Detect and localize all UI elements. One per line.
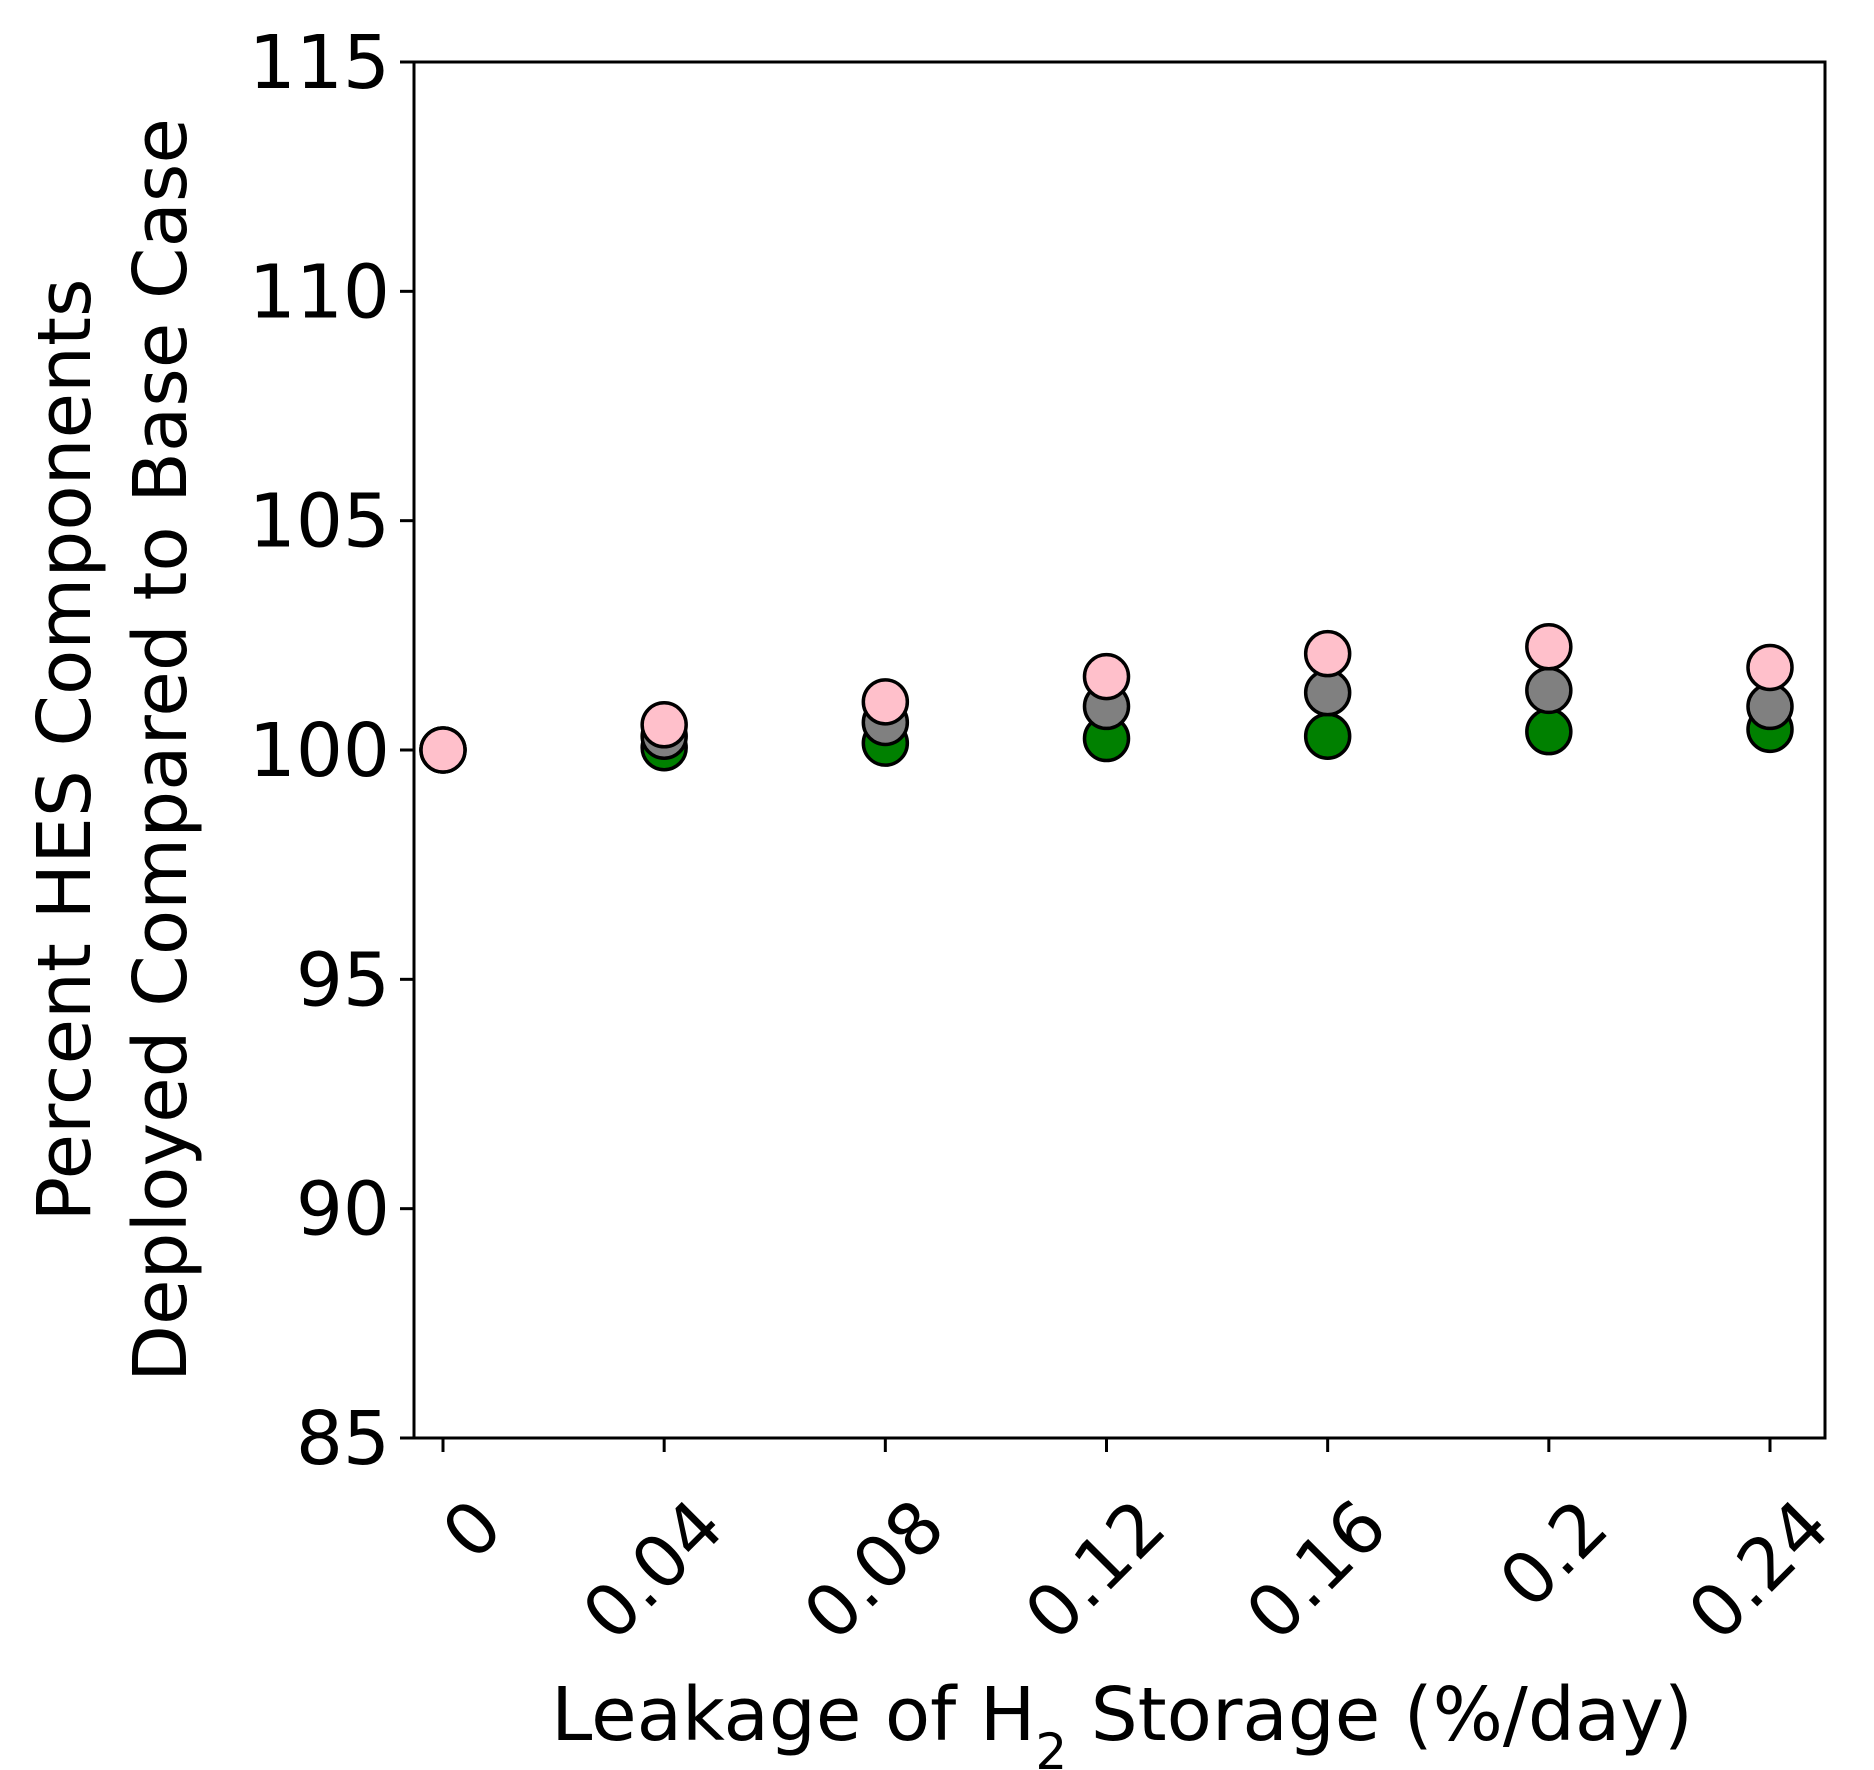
y-axis-title-line2: Deployed Compared to Base Case	[118, 118, 204, 1382]
data-point	[1525, 707, 1573, 756]
x-axis-title: Leakage of H2 Storage (%/day)	[551, 1672, 1693, 1770]
data-points	[419, 623, 1794, 774]
data-point	[640, 701, 688, 749]
data-point	[861, 678, 910, 726]
data-point	[419, 726, 467, 774]
y-tick-label: 115	[249, 20, 390, 106]
y-axis: 85 90 95 100 105 110 115	[249, 20, 414, 1482]
y-axis-title-line1: Percent HES Components	[22, 278, 108, 1221]
data-point	[1303, 629, 1352, 678]
data-point	[1082, 652, 1131, 701]
x-axis-title-prefix: Leakage of H	[551, 1672, 1035, 1758]
y-tick-label: 110	[249, 249, 390, 335]
y-tick-label: 85	[296, 1396, 390, 1482]
x-tick-label: 0	[426, 1484, 518, 1576]
data-point	[1525, 623, 1573, 671]
x-axis-title-subscript: 2	[1035, 1723, 1067, 1770]
y-tick-label: 95	[296, 937, 390, 1023]
data-point	[1303, 712, 1352, 760]
x-axis-title-suffix: Storage (%/day)	[1067, 1672, 1693, 1758]
data-point	[1746, 643, 1794, 692]
x-tick-label: 0.08	[787, 1484, 960, 1657]
x-tick-label: 0.24	[1672, 1484, 1845, 1657]
y-tick-label: 100	[249, 708, 390, 794]
y-tick-label: 90	[296, 1167, 390, 1253]
x-tick-label: 0.12	[1009, 1484, 1182, 1657]
x-tick-label: 0.2	[1483, 1484, 1623, 1624]
data-point	[1525, 666, 1573, 715]
x-tick-label: 0.16	[1230, 1484, 1403, 1657]
y-tick-label: 105	[249, 479, 390, 565]
x-axis: 0 0.04 0.08 0.12 0.16 0.2 0.24	[426, 1438, 1845, 1656]
x-tick-label: 0.04	[566, 1484, 739, 1657]
